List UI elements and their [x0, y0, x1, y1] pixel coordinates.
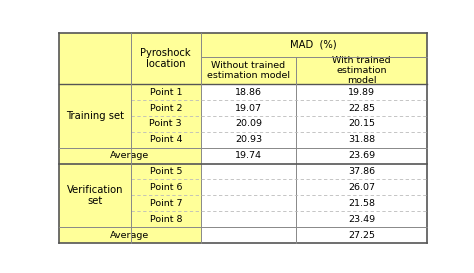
Bar	[201, 100, 427, 116]
Text: Point 2: Point 2	[149, 103, 182, 112]
Bar	[201, 164, 427, 179]
Bar	[201, 211, 427, 227]
Text: Without trained
estimation model: Without trained estimation model	[207, 61, 290, 80]
Text: MAD  (%): MAD (%)	[291, 40, 337, 50]
Text: 20.93: 20.93	[235, 135, 262, 144]
Bar	[59, 164, 201, 179]
Text: Training set: Training set	[66, 111, 124, 121]
Bar	[201, 116, 427, 132]
Bar	[59, 211, 201, 227]
Bar	[201, 132, 427, 148]
Bar	[59, 84, 201, 100]
Bar	[59, 116, 201, 132]
Text: Average: Average	[110, 151, 150, 160]
Text: 31.88: 31.88	[348, 135, 375, 144]
Bar	[59, 179, 201, 195]
Text: 19.89: 19.89	[348, 88, 375, 97]
Bar	[59, 33, 427, 84]
Bar	[201, 195, 427, 211]
Text: 18.86: 18.86	[235, 88, 262, 97]
Text: Point 4: Point 4	[149, 135, 182, 144]
Bar	[59, 148, 201, 164]
Bar	[59, 100, 201, 116]
Text: 22.85: 22.85	[348, 103, 375, 112]
Bar	[201, 179, 427, 195]
Text: Point 3: Point 3	[149, 120, 182, 128]
Bar	[201, 84, 427, 100]
Text: 26.07: 26.07	[348, 183, 375, 192]
Text: Point 8: Point 8	[149, 215, 182, 224]
Bar	[201, 148, 427, 164]
Text: Point 7: Point 7	[149, 199, 182, 208]
Text: 20.09: 20.09	[235, 120, 262, 128]
Text: Pyroshock
location: Pyroshock location	[140, 48, 191, 69]
Bar	[59, 195, 201, 211]
Bar	[59, 227, 201, 243]
Text: With trained
estimation
model: With trained estimation model	[332, 56, 391, 85]
Bar	[201, 227, 427, 243]
Text: 23.49: 23.49	[348, 215, 375, 224]
Text: 21.58: 21.58	[348, 199, 375, 208]
Bar	[59, 132, 201, 148]
Text: Point 1: Point 1	[149, 88, 182, 97]
Text: 19.07: 19.07	[235, 103, 262, 112]
Text: Point 6: Point 6	[149, 183, 182, 192]
Text: Average: Average	[110, 230, 150, 239]
Text: 37.86: 37.86	[348, 167, 375, 176]
Text: 19.74: 19.74	[235, 151, 262, 160]
Text: 27.25: 27.25	[348, 230, 375, 239]
Text: Point 5: Point 5	[149, 167, 182, 176]
Text: Verification
set: Verification set	[67, 185, 123, 206]
Text: 23.69: 23.69	[348, 151, 375, 160]
Text: 20.15: 20.15	[348, 120, 375, 128]
